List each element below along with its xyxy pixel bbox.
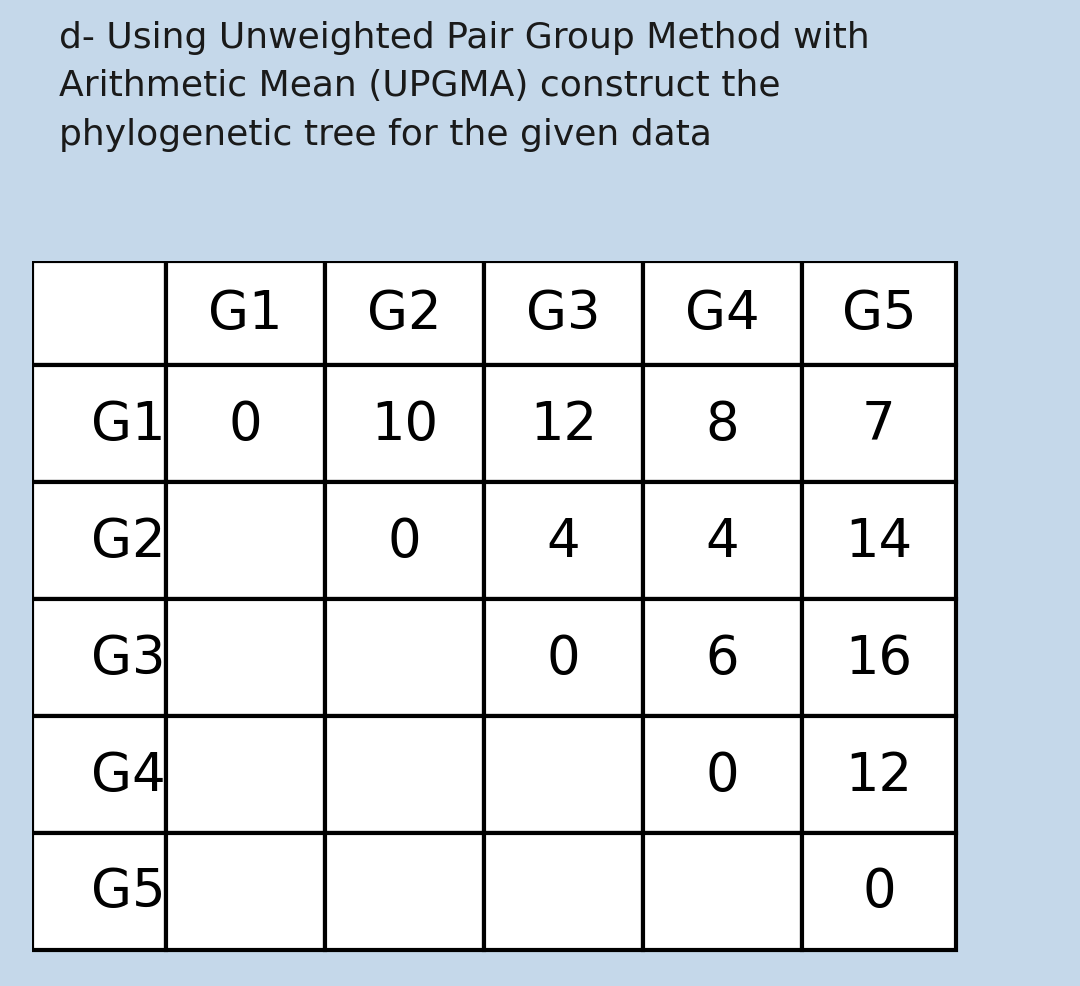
Bar bbox=[484, 261, 643, 366]
Bar bbox=[802, 833, 956, 950]
Bar bbox=[325, 261, 484, 366]
Text: 12: 12 bbox=[846, 748, 913, 801]
Text: 4: 4 bbox=[546, 516, 580, 567]
Bar bbox=[325, 833, 484, 950]
Bar bbox=[484, 599, 643, 717]
Text: G2: G2 bbox=[367, 288, 442, 339]
Bar bbox=[643, 261, 802, 366]
Bar bbox=[166, 261, 325, 366]
Text: 14: 14 bbox=[846, 516, 913, 567]
Text: G5: G5 bbox=[91, 866, 165, 918]
Bar bbox=[643, 483, 802, 599]
Bar bbox=[325, 717, 484, 833]
Text: G4: G4 bbox=[685, 288, 759, 339]
Text: 6: 6 bbox=[705, 632, 739, 684]
Text: 0: 0 bbox=[705, 748, 739, 801]
Bar bbox=[802, 366, 956, 483]
Bar bbox=[166, 599, 325, 717]
Text: 7: 7 bbox=[862, 398, 895, 451]
Text: G1: G1 bbox=[208, 288, 283, 339]
Text: 0: 0 bbox=[546, 632, 580, 684]
Bar bbox=[802, 599, 956, 717]
Bar bbox=[32, 483, 166, 599]
Text: 10: 10 bbox=[370, 398, 437, 451]
Text: 16: 16 bbox=[846, 632, 913, 684]
Text: 0: 0 bbox=[862, 866, 895, 918]
Text: G5: G5 bbox=[841, 288, 916, 339]
Bar bbox=[166, 366, 325, 483]
Bar bbox=[643, 599, 802, 717]
Bar bbox=[484, 483, 643, 599]
Text: G2: G2 bbox=[91, 516, 165, 567]
Text: G4: G4 bbox=[91, 748, 165, 801]
Bar bbox=[325, 366, 484, 483]
Bar bbox=[32, 599, 166, 717]
Bar bbox=[484, 717, 643, 833]
Bar bbox=[32, 261, 166, 366]
Bar bbox=[32, 366, 166, 483]
Bar bbox=[325, 483, 484, 599]
Bar bbox=[802, 717, 956, 833]
Bar bbox=[166, 483, 325, 599]
Text: G1: G1 bbox=[91, 398, 165, 451]
Text: 0: 0 bbox=[229, 398, 262, 451]
Bar bbox=[643, 833, 802, 950]
Text: G3: G3 bbox=[526, 288, 600, 339]
Text: 8: 8 bbox=[705, 398, 739, 451]
Bar bbox=[32, 717, 166, 833]
Text: 0: 0 bbox=[388, 516, 421, 567]
Bar bbox=[32, 833, 166, 950]
Bar bbox=[643, 366, 802, 483]
Text: 12: 12 bbox=[530, 398, 597, 451]
Text: d- Using Unweighted Pair Group Method with
Arithmetic Mean (UPGMA) construct the: d- Using Unweighted Pair Group Method wi… bbox=[59, 21, 870, 152]
Bar bbox=[643, 717, 802, 833]
Bar bbox=[802, 261, 956, 366]
Bar bbox=[325, 599, 484, 717]
Bar bbox=[802, 483, 956, 599]
Text: G3: G3 bbox=[91, 632, 165, 684]
Bar bbox=[484, 833, 643, 950]
Bar bbox=[166, 833, 325, 950]
Bar bbox=[484, 366, 643, 483]
Text: 4: 4 bbox=[705, 516, 739, 567]
Bar bbox=[166, 717, 325, 833]
